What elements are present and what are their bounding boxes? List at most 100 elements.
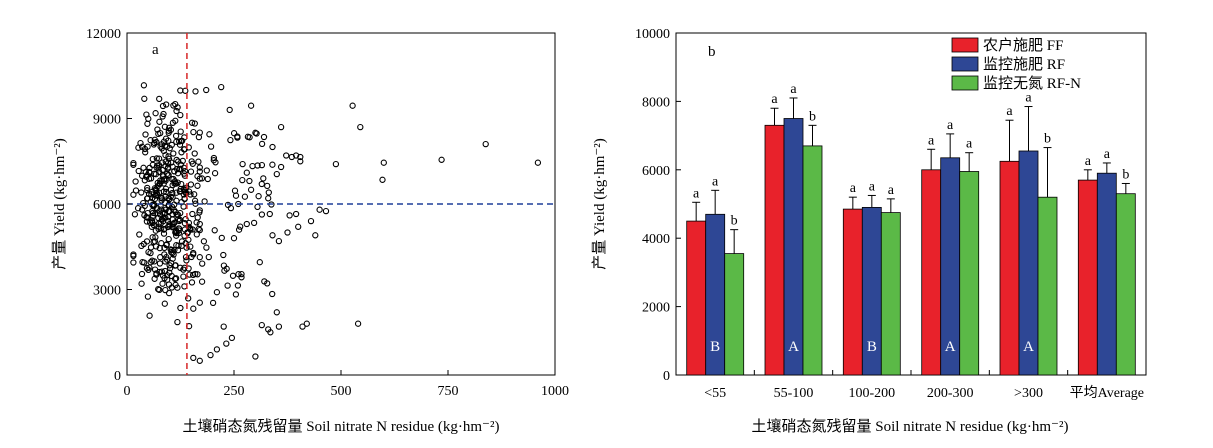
group-letter: A [1023, 339, 1034, 355]
scatter-point [210, 154, 218, 162]
scatter-point [162, 258, 169, 265]
scatter-point [158, 206, 165, 213]
scatter-point [146, 264, 153, 271]
scatter-point [195, 225, 202, 233]
scatter-point [196, 129, 203, 136]
scatter-point [169, 249, 176, 257]
scatter-point [211, 170, 219, 177]
scatter-point [162, 158, 169, 165]
scatter-point [146, 168, 153, 176]
scatter-point [172, 117, 179, 124]
scatter-x-ticks: 0 250 500 750 1000 [124, 370, 569, 399]
scatter-point [230, 235, 238, 242]
scatter-point [165, 171, 172, 179]
group-letter: B [867, 339, 877, 355]
scatter-y-tick-label: 6000 [93, 198, 121, 213]
scatter-point [130, 252, 137, 260]
scatter-point [286, 212, 293, 219]
significance-letter: a [1006, 104, 1013, 119]
scatter-point [160, 180, 167, 187]
scatter-point [316, 206, 323, 213]
scatter-point [188, 279, 196, 286]
scatter-point [162, 185, 170, 192]
scatter-point [303, 320, 310, 327]
significance-letter: a [850, 181, 857, 196]
scatter-point [139, 258, 146, 266]
scatter-point [163, 101, 170, 108]
scatter-point [149, 209, 157, 217]
scatter-point [243, 220, 250, 228]
scatter-point [312, 232, 319, 239]
scatter-point [155, 130, 162, 138]
scatter-point [143, 265, 151, 272]
scatter-point [168, 175, 175, 183]
scatter-point [178, 149, 185, 156]
scatter-point [209, 299, 217, 307]
significance-letter: a [966, 137, 973, 152]
bar [999, 160, 1020, 376]
scatter-point [177, 87, 184, 94]
scatter-point [144, 120, 151, 127]
scatter-point [201, 198, 208, 205]
scatter-point [246, 134, 253, 141]
bar [1077, 179, 1098, 376]
scatter-point [283, 152, 290, 159]
significance-letter: b [809, 109, 816, 124]
scatter-point [178, 199, 185, 206]
scatter-point [156, 95, 163, 103]
scatter-point [153, 155, 160, 162]
scatter-point [196, 254, 203, 261]
scatter-point [190, 354, 197, 362]
scatter-point [165, 127, 172, 134]
scatter-point [165, 137, 172, 144]
scatter-point [165, 129, 172, 136]
scatter-point [155, 155, 163, 162]
scatter-point [154, 126, 161, 133]
scatter-point [161, 123, 169, 130]
scatter-point [211, 227, 218, 234]
scatter-point [173, 229, 180, 237]
scatter-point [141, 202, 148, 210]
scatter-point [239, 176, 246, 184]
scatter-point [141, 212, 148, 219]
scatter-point [165, 235, 172, 243]
scatter-point [191, 191, 198, 198]
scatter-point [178, 180, 185, 188]
group-letter: B [710, 339, 720, 355]
significance-letter: b [1122, 167, 1129, 182]
bar-category-label: 55-100 [774, 386, 814, 401]
scatter-point [166, 265, 174, 272]
scatter-point [151, 275, 158, 282]
bar-y-tick-label: 6000 [642, 164, 670, 179]
scatter-point [277, 123, 285, 131]
scatter-point [151, 136, 158, 143]
scatter-point [130, 161, 137, 168]
significance-letter: a [712, 174, 719, 189]
scatter-point [265, 189, 272, 196]
scatter-point [258, 180, 265, 188]
scatter-point [165, 289, 173, 297]
scatter-point [187, 243, 194, 250]
scatter-point [144, 293, 152, 300]
scatter-point [144, 143, 151, 150]
scatter-point [379, 176, 386, 183]
scatter-point [174, 318, 181, 326]
legend-label-ff: 农户施肥 FF [983, 37, 1063, 54]
scatter-point [227, 204, 235, 212]
scatter-point [254, 162, 261, 169]
scatter-point [380, 159, 387, 166]
scatter-point [234, 282, 242, 289]
scatter-point [171, 180, 178, 187]
scatter-point [190, 128, 197, 136]
scatter-point [175, 242, 182, 249]
scatter-point [166, 208, 173, 215]
scatter-point [163, 188, 170, 196]
significance-letter: a [888, 183, 895, 198]
scatter-point [138, 270, 146, 278]
scatter-x-tick-label: 750 [438, 384, 459, 399]
scatter-x-tick-label: 0 [124, 384, 131, 399]
scatter-point [141, 95, 148, 102]
scatter-point [243, 169, 250, 176]
legend: 农户施肥 FF 监控施肥 RF 监控无氮 RF-N [951, 37, 1081, 92]
